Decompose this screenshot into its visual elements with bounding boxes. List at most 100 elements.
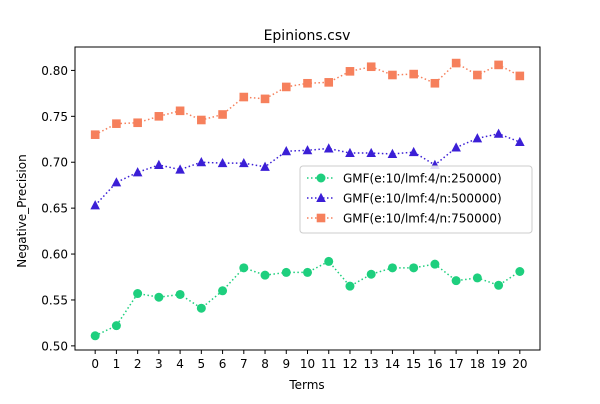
x-tick-label: 6 bbox=[219, 357, 227, 371]
x-tick-label: 12 bbox=[342, 357, 357, 371]
data-point bbox=[451, 142, 461, 152]
y-tick-label: 0.70 bbox=[41, 156, 68, 170]
y-tick-label: 0.75 bbox=[41, 110, 68, 124]
data-point bbox=[409, 69, 418, 79]
data-point bbox=[218, 110, 227, 119]
data-point bbox=[387, 148, 398, 158]
legend-item: GMF(e:10/lmf:4/n:750000) bbox=[307, 212, 502, 226]
data-point bbox=[239, 263, 249, 273]
x-tick-label: 10 bbox=[300, 357, 315, 371]
chart-title: Epinions.csv bbox=[264, 28, 351, 44]
data-point bbox=[175, 289, 185, 299]
data-point bbox=[260, 94, 270, 104]
series-layer bbox=[90, 58, 525, 341]
x-tick-label: 1 bbox=[113, 357, 121, 371]
data-point bbox=[473, 70, 482, 80]
data-point bbox=[111, 321, 121, 331]
x-tick-label: 16 bbox=[427, 357, 442, 371]
data-point bbox=[515, 136, 525, 147]
data-point bbox=[281, 82, 291, 92]
data-point bbox=[430, 259, 440, 269]
x-tick-label: 7 bbox=[240, 357, 248, 371]
data-point bbox=[302, 145, 313, 155]
data-point bbox=[409, 263, 419, 273]
data-point bbox=[472, 133, 483, 143]
data-point bbox=[494, 60, 503, 70]
data-point bbox=[430, 78, 440, 88]
x-tick-label: 13 bbox=[364, 357, 379, 371]
data-point bbox=[154, 159, 164, 169]
data-point bbox=[387, 263, 397, 273]
data-point bbox=[472, 273, 482, 283]
data-point bbox=[345, 281, 355, 291]
legend-label: GMF(e:10/lmf:4/n:500000) bbox=[343, 192, 502, 206]
x-tick-label: 8 bbox=[261, 357, 269, 371]
data-point bbox=[260, 270, 270, 280]
data-point bbox=[132, 167, 143, 177]
data-point bbox=[239, 157, 249, 168]
data-point bbox=[324, 78, 334, 87]
y-tick-label: 0.60 bbox=[41, 248, 68, 262]
data-point bbox=[303, 78, 312, 88]
data-point bbox=[515, 266, 525, 276]
data-point bbox=[133, 118, 142, 128]
x-tick-label: 4 bbox=[176, 357, 184, 371]
y-tick-label: 0.80 bbox=[41, 64, 68, 78]
data-point bbox=[494, 280, 504, 290]
data-point bbox=[366, 62, 376, 72]
y-axis: 0.50 0.55 0.60 0.65 0.70 0.75 0.80 bbox=[41, 64, 75, 353]
data-point bbox=[281, 146, 292, 156]
data-point bbox=[303, 267, 312, 277]
data-point bbox=[366, 147, 376, 158]
data-point bbox=[324, 256, 334, 266]
legend-item: GMF(e:10/lmf:4/n:250000) bbox=[307, 172, 502, 186]
x-tick-label: 9 bbox=[282, 357, 290, 371]
data-point bbox=[111, 177, 122, 187]
data-point bbox=[175, 106, 185, 116]
y-tick-label: 0.50 bbox=[41, 339, 68, 353]
data-point bbox=[196, 303, 206, 313]
data-point bbox=[515, 71, 525, 81]
data-point bbox=[154, 292, 164, 302]
data-point bbox=[451, 276, 461, 286]
x-tick-label: 18 bbox=[470, 357, 485, 371]
x-tick-label: 15 bbox=[406, 357, 421, 371]
data-point bbox=[451, 58, 461, 68]
x-tick-label: 2 bbox=[134, 357, 142, 371]
legend-label: GMF(e:10/lmf:4/n:750000) bbox=[343, 212, 502, 226]
y-tick-label: 0.55 bbox=[41, 293, 68, 307]
x-axis-title: Terms bbox=[288, 378, 324, 392]
series-1 bbox=[90, 256, 525, 341]
data-point bbox=[196, 157, 207, 167]
series-3 bbox=[90, 58, 525, 139]
data-point bbox=[388, 70, 397, 80]
x-tick-label: 19 bbox=[491, 357, 506, 371]
data-point bbox=[260, 161, 270, 171]
data-point bbox=[218, 286, 228, 296]
x-tick-label: 20 bbox=[512, 357, 527, 371]
data-point bbox=[197, 115, 206, 125]
data-point bbox=[323, 143, 334, 153]
legend-item: GMF(e:10/lmf:4/n:500000) bbox=[307, 192, 502, 206]
data-point bbox=[281, 267, 291, 277]
data-point bbox=[133, 289, 143, 299]
y-tick-label: 0.65 bbox=[41, 202, 68, 216]
x-tick-label: 0 bbox=[91, 357, 99, 371]
data-point bbox=[345, 147, 355, 158]
legend-box bbox=[299, 165, 533, 234]
x-tick-label: 17 bbox=[448, 357, 463, 371]
legend: GMF(e:10/lmf:4/n:250000) GMF(e:10/lmf:4/n… bbox=[299, 165, 533, 234]
x-axis: 0 1 2 3 4 5 6 7 8 9 10 11 12 13 14 15 16 17 18 19 20 bbox=[91, 350, 527, 371]
legend-marker bbox=[316, 213, 326, 223]
data-point bbox=[345, 67, 355, 76]
data-point bbox=[408, 146, 419, 157]
x-tick-label: 14 bbox=[385, 357, 400, 371]
data-point bbox=[493, 128, 504, 138]
data-point bbox=[239, 92, 249, 102]
x-tick-label: 11 bbox=[321, 357, 336, 371]
data-point bbox=[154, 112, 164, 121]
x-tick-label: 5 bbox=[198, 357, 206, 371]
legend-label: GMF(e:10/lmf:4/n:250000) bbox=[343, 172, 502, 186]
series-2 bbox=[90, 128, 525, 210]
